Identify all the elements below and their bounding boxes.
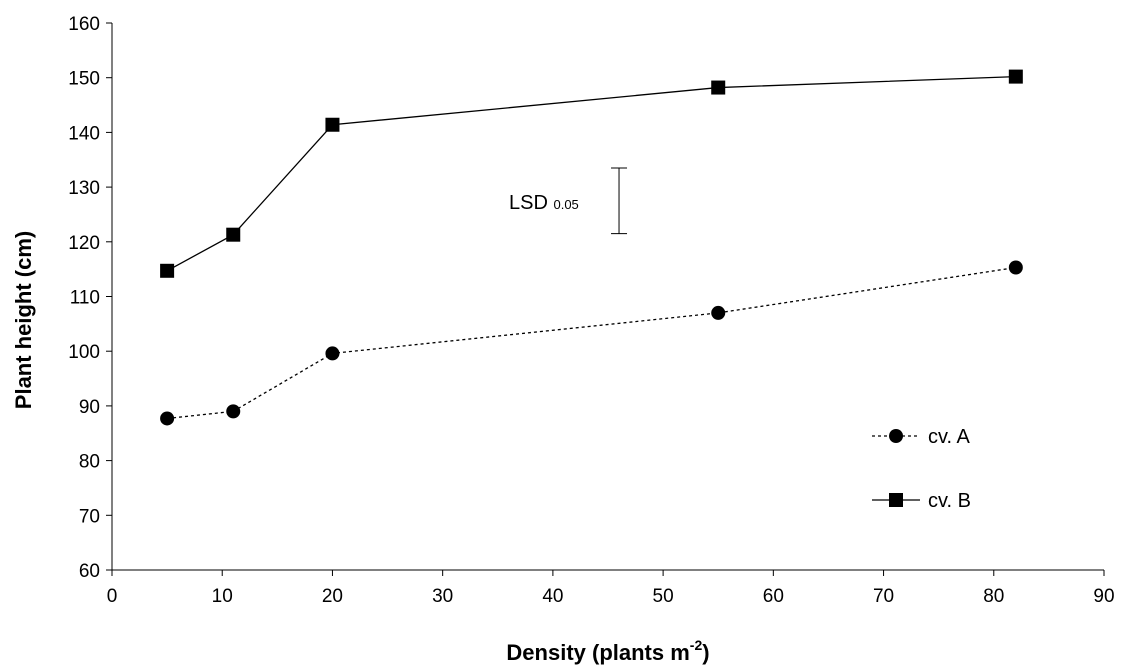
x-axis-title-main: Density (plants m xyxy=(506,640,689,665)
x-tick-label: 40 xyxy=(542,586,563,607)
y-tick-label: 60 xyxy=(79,561,100,582)
lsd-label-main: LSD xyxy=(509,192,553,214)
y-tick-label: 140 xyxy=(68,123,100,144)
data-point xyxy=(160,411,175,426)
series-cv-b xyxy=(160,69,1023,278)
x-axis: 0 10 20 30 40 50 60 70 80 90 xyxy=(107,569,1115,607)
y-tick-label: 90 xyxy=(79,397,100,418)
x-tick-label: 90 xyxy=(1093,586,1114,607)
x-tick-label: 70 xyxy=(873,586,894,607)
x-tick-label: 20 xyxy=(322,586,343,607)
y-tick-label: 110 xyxy=(70,288,100,309)
legend-label: cv. B xyxy=(928,490,971,512)
legend-label: cv. A xyxy=(928,426,971,448)
lsd-label-subscript: 0.05 xyxy=(553,197,578,212)
legend-item-cv-a: cv. A xyxy=(872,426,971,448)
y-axis: 60 70 80 90 100 110 120 130 140 150 160 xyxy=(68,14,113,582)
lsd-annotation: LSD 0.05 xyxy=(509,167,628,235)
legend-swatch-marker xyxy=(889,493,903,507)
y-tick-label: 100 xyxy=(68,342,100,363)
series-layer xyxy=(160,69,1023,426)
y-tick-label: 70 xyxy=(79,506,100,527)
data-point xyxy=(160,263,175,278)
data-point xyxy=(325,346,340,361)
lsd-label: LSD 0.05 xyxy=(509,192,579,214)
x-tick-label: 10 xyxy=(212,586,233,607)
data-point xyxy=(226,227,241,242)
x-tick-label: 30 xyxy=(432,586,453,607)
legend: cv. A cv. B xyxy=(872,426,971,512)
data-point xyxy=(1008,260,1023,275)
data-point xyxy=(711,80,726,95)
x-tick-label: 60 xyxy=(763,586,784,607)
series-line xyxy=(166,75,1016,272)
x-axis-title-sup: -2 xyxy=(690,637,703,653)
data-point xyxy=(711,305,726,320)
data-point xyxy=(325,117,340,132)
legend-swatch-marker xyxy=(889,429,903,443)
y-tick-label: 150 xyxy=(68,69,100,90)
y-tick-label: 160 xyxy=(68,14,100,35)
y-tick-label: 120 xyxy=(68,233,100,254)
y-tick-label: 80 xyxy=(79,452,100,473)
x-axis-title-suffix: ) xyxy=(702,640,709,665)
x-tick-label: 80 xyxy=(983,586,1004,607)
x-tick-label: 50 xyxy=(653,586,674,607)
y-axis-title: Plant height (cm) xyxy=(11,231,36,409)
legend-item-cv-b: cv. B xyxy=(872,490,971,512)
x-tick-label: 0 xyxy=(107,586,118,607)
data-point xyxy=(1008,69,1023,84)
series-line xyxy=(167,266,1016,420)
y-tick-label: 130 xyxy=(68,178,100,199)
series-cv-a xyxy=(160,260,1023,426)
data-point xyxy=(226,404,241,419)
x-axis-title: Density (plants m-2) xyxy=(506,637,709,665)
